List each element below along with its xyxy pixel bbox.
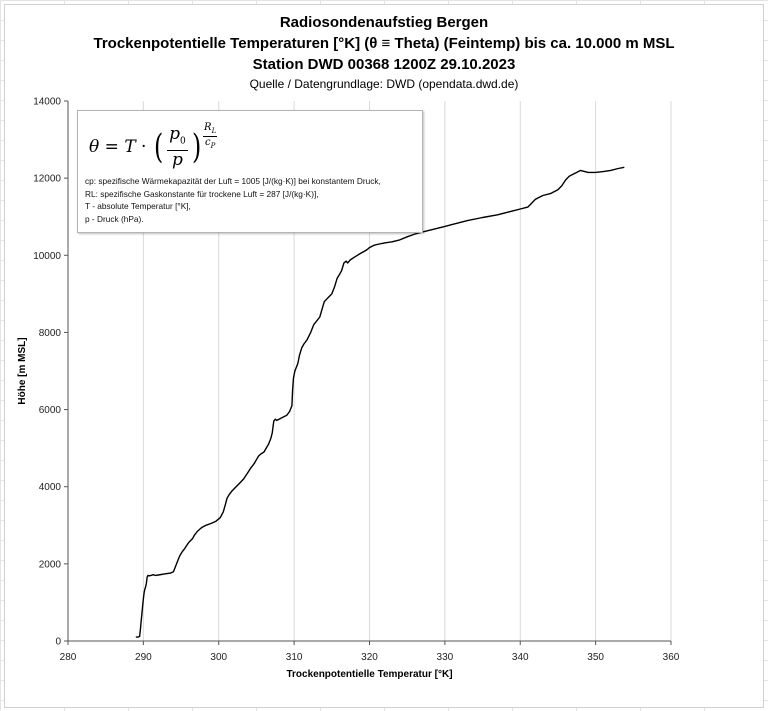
formula-box: θ = T · ( p0 p ) RL cP cp: spezifische Wär… — [77, 110, 423, 233]
theta-formula: θ = T · ( p0 p ) RL cP — [89, 122, 218, 171]
y-tick-label: 8000 — [39, 328, 62, 339]
y-tick-label: 6000 — [39, 405, 62, 416]
data-series — [135, 166, 625, 638]
x-tick-label: 350 — [587, 652, 604, 663]
y-axis-title: Höhe [m MSL] — [17, 337, 28, 404]
x-tick-label: 320 — [361, 652, 378, 663]
axes — [64, 100, 672, 645]
formula-note-cp: cp: spezifische Wärmekapazität der Luft … — [85, 176, 381, 186]
x-tick-label: 340 — [512, 652, 529, 663]
x-tick-label: 290 — [135, 652, 152, 663]
x-tick-labels: 280 290 300 310 320 330 340 350 360 — [60, 652, 680, 663]
y-tick-label: 2000 — [39, 559, 62, 570]
y-tick-label: 12000 — [33, 174, 61, 185]
x-axis-title: Trockenpotentielle Temperatur [°K] — [286, 669, 452, 680]
y-tick-label: 4000 — [39, 482, 62, 493]
formula-note-p: p - Druck (hPa). — [85, 213, 144, 224]
chart-title-line-1: Radiosondenaufstieg Bergen — [279, 14, 489, 31]
x-tick-label: 280 — [60, 652, 77, 663]
chart-subtitle: Quelle / Datengrundlage: DWD (opendata.d… — [249, 77, 519, 91]
theta-profile-line — [135, 166, 625, 638]
y-tick-labels: 0 2000 4000 6000 8000 10000 12000 14000 — [33, 97, 61, 648]
x-tick-label: 310 — [286, 652, 303, 663]
x-tick-label: 360 — [663, 652, 680, 663]
formula-note-t: T - absolute Temperatur [°K], — [85, 201, 191, 212]
chart-title-block: Radiosondenaufstieg Bergen Trockenpotent… — [0, 12, 768, 93]
chart-title-line-2: Trockenpotentielle Temperaturen [°K] (θ … — [93, 35, 675, 52]
y-tick-label: 0 — [55, 637, 61, 648]
x-tick-label: 300 — [210, 652, 227, 663]
y-tick-label: 14000 — [33, 97, 61, 108]
x-tick-label: 330 — [437, 652, 454, 663]
y-tick-label: 10000 — [33, 251, 61, 262]
chart-title-line-3: Station DWD 00368 1200Z 29.10.2023 — [252, 56, 516, 73]
formula-note-rl: RL: spezifische Gaskonstante für trocken… — [85, 188, 319, 199]
